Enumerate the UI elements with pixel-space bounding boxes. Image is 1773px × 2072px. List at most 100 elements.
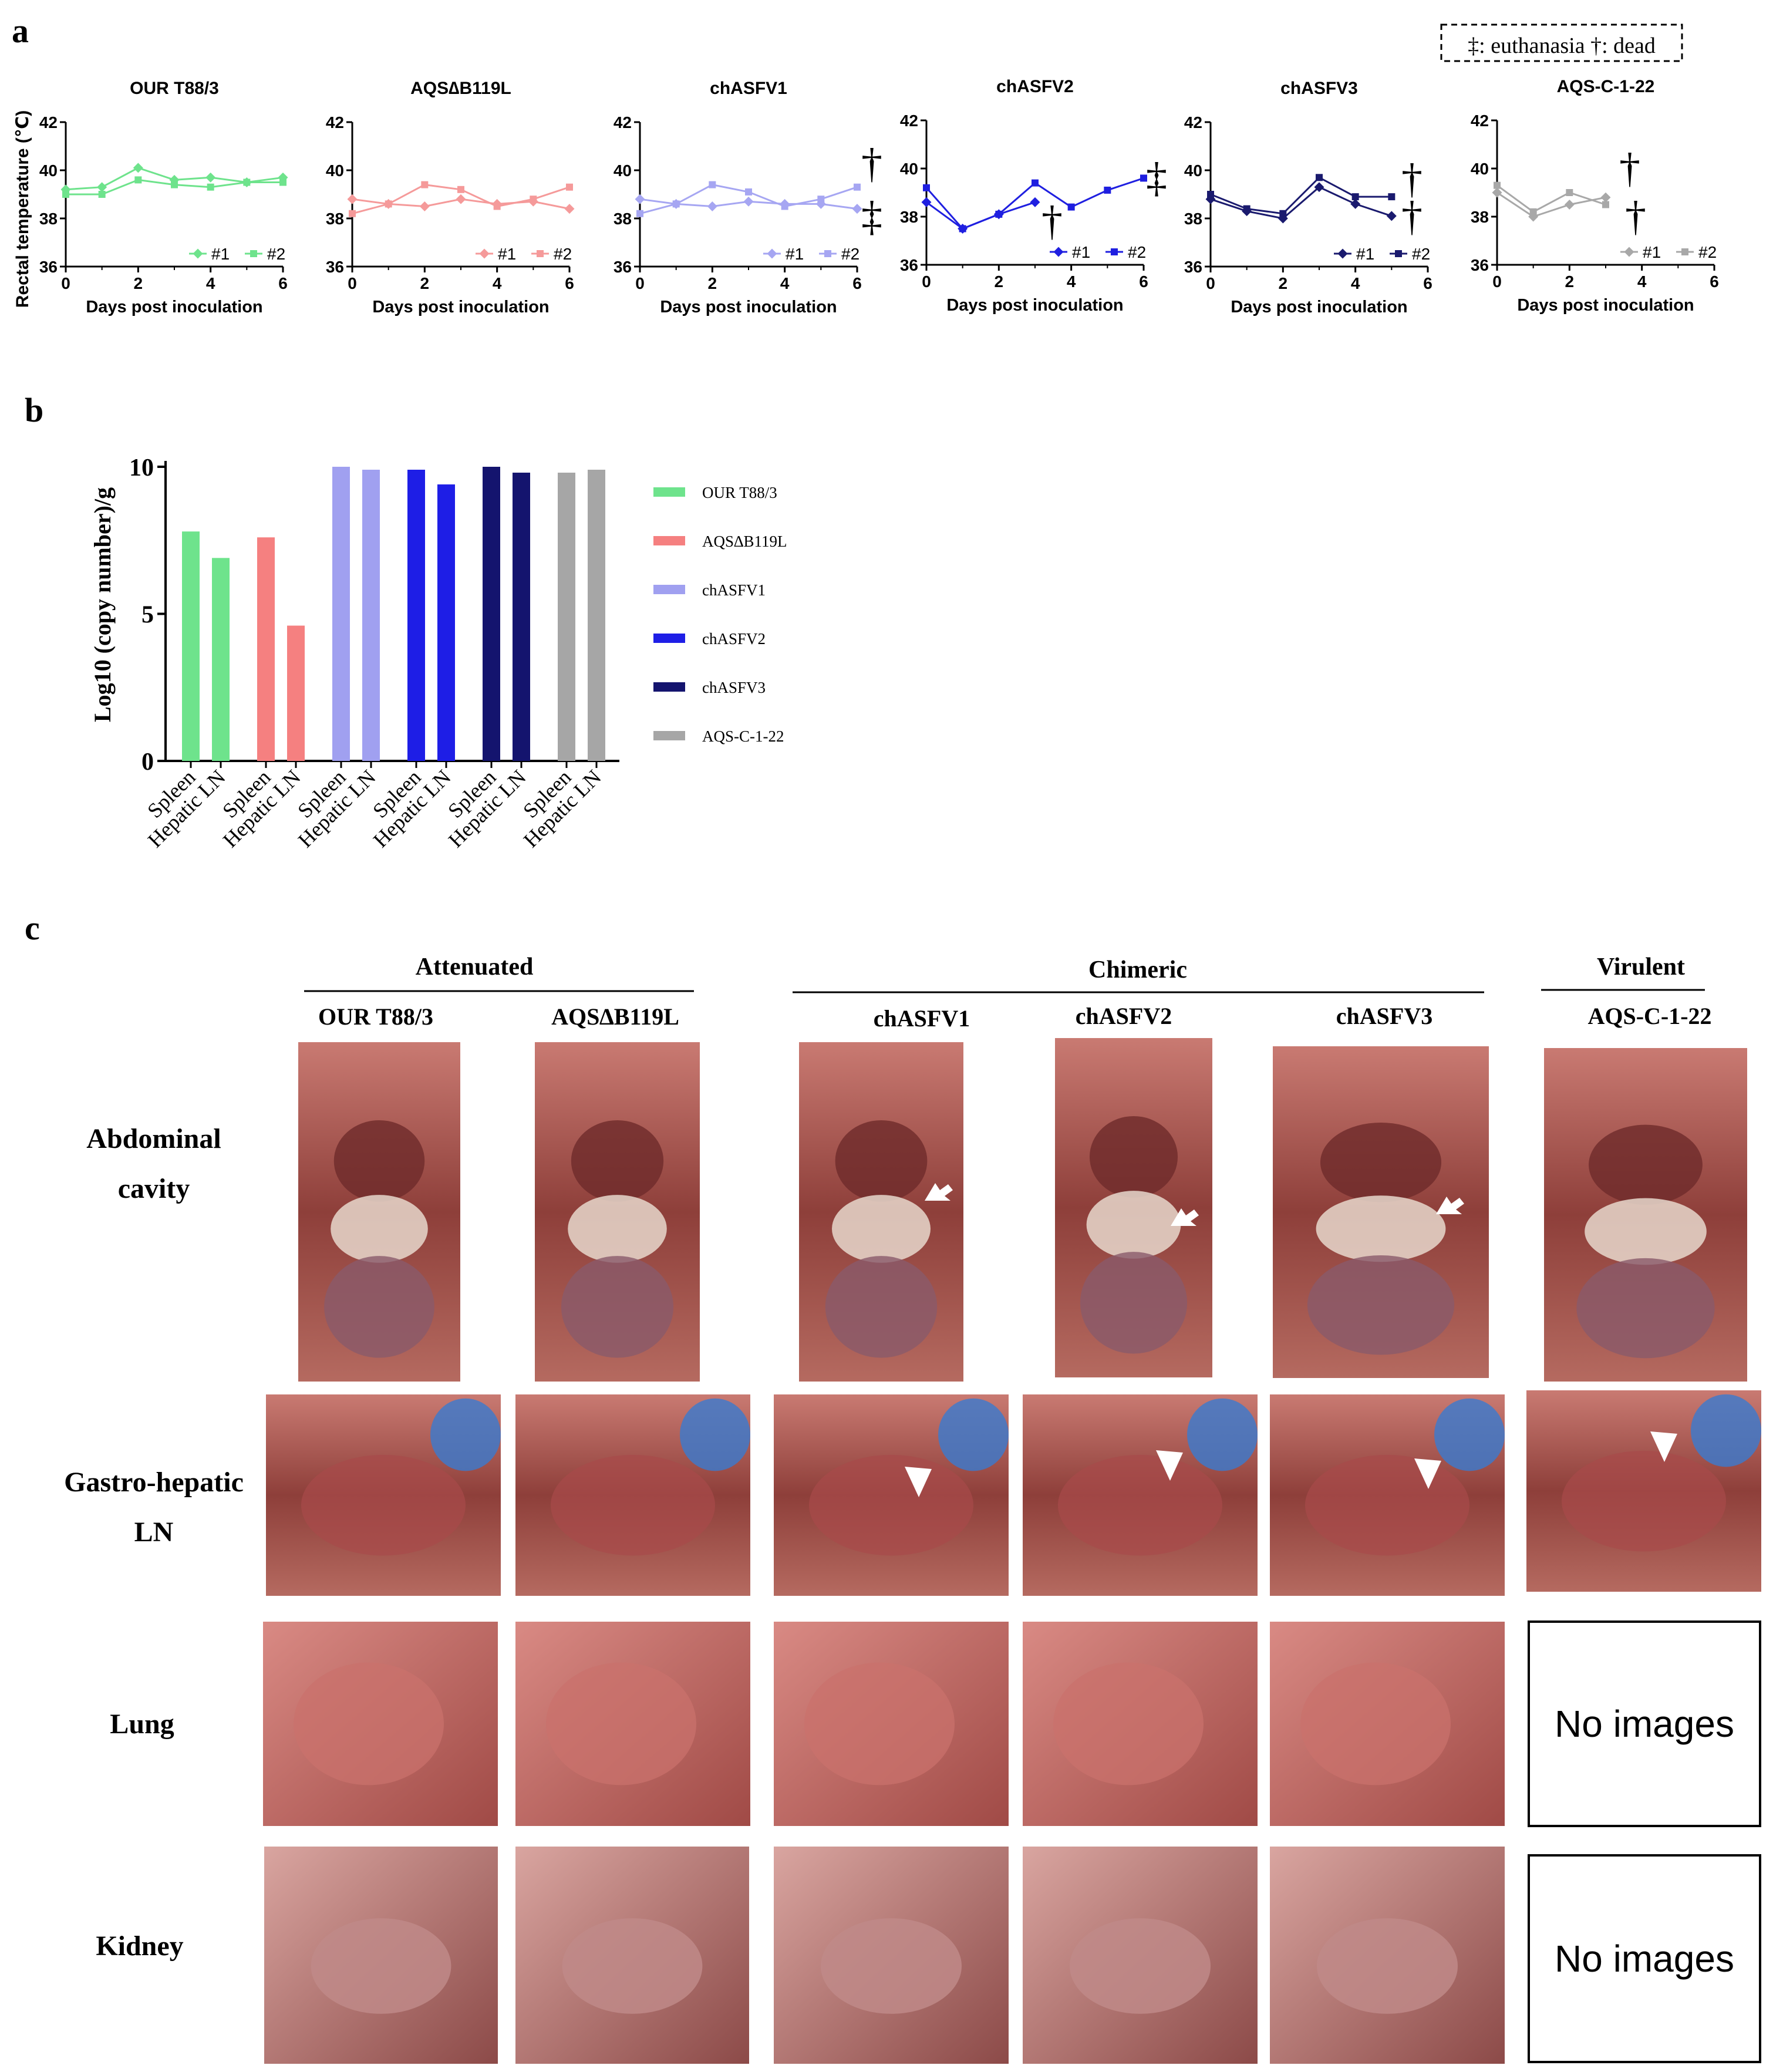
x-tick-label: 0 bbox=[61, 274, 70, 292]
y-tick-label: 40 bbox=[39, 161, 58, 180]
organ-shape bbox=[571, 1120, 664, 1202]
necropsy-photo bbox=[1270, 1622, 1505, 1826]
column-chasfv3: chASFV3 bbox=[1336, 1003, 1432, 1029]
line-chart-5: chASFV3 36 38 40 42 0 2 4 6 Days post inoculation… bbox=[1184, 79, 1432, 316]
y-tick-label: 38 bbox=[614, 210, 632, 228]
organ-shape bbox=[324, 1256, 434, 1358]
data-point bbox=[995, 210, 1003, 218]
organ-shape bbox=[1089, 1116, 1178, 1198]
panel-label-c: c bbox=[25, 909, 40, 947]
data-point bbox=[1279, 210, 1287, 217]
data-point bbox=[709, 181, 716, 188]
data-point bbox=[1243, 205, 1250, 213]
bar bbox=[588, 470, 605, 761]
data-point bbox=[1386, 211, 1397, 221]
white-arrowhead-icon bbox=[905, 1467, 932, 1497]
bar-legend-swatch bbox=[653, 487, 685, 497]
white-arrowhead-icon bbox=[1156, 1450, 1183, 1481]
data-point bbox=[421, 181, 429, 188]
x-tick-label: 2 bbox=[420, 274, 430, 292]
organ-shape bbox=[1300, 1662, 1451, 1785]
data-point bbox=[347, 194, 358, 204]
data-point bbox=[745, 188, 752, 196]
data-point bbox=[349, 210, 356, 217]
legend-label: #1 bbox=[786, 245, 804, 263]
data-point bbox=[1494, 181, 1501, 189]
x-tick-label: 6 bbox=[852, 274, 862, 292]
necropsy-photo bbox=[1270, 1847, 1505, 2064]
necropsy-photo bbox=[263, 1622, 498, 1826]
glove-shape bbox=[1691, 1394, 1761, 1467]
data-point bbox=[134, 176, 142, 184]
data-point bbox=[1140, 174, 1147, 182]
dead-mark-chasfv2: † bbox=[1041, 197, 1063, 244]
data-point bbox=[959, 225, 966, 233]
column-aqs-c-1-22: AQS-C-1-22 bbox=[1587, 1003, 1711, 1029]
bar-legend-swatch bbox=[653, 731, 685, 740]
euthanasia-mark-chasfv2: ‡ bbox=[1146, 154, 1167, 201]
y-tick-label: 40 bbox=[1184, 161, 1202, 180]
organ-shape bbox=[809, 1454, 973, 1556]
necropsy-photo bbox=[1544, 1048, 1747, 1382]
bar-y-tick-label: 10 bbox=[129, 454, 154, 481]
y-tick-label: 42 bbox=[1471, 112, 1489, 130]
necropsy-photo bbox=[774, 1394, 1009, 1596]
legend-label: #1 bbox=[211, 245, 230, 263]
dead-mark-chasfv1: † bbox=[861, 140, 882, 187]
organ-shape bbox=[804, 1662, 955, 1785]
data-point bbox=[133, 163, 143, 173]
legend-label: #2 bbox=[554, 245, 572, 263]
legend-label: #2 bbox=[267, 245, 285, 263]
legend-label: #1 bbox=[498, 245, 516, 263]
x-tick-label: 0 bbox=[1206, 274, 1215, 292]
organ-shape bbox=[1576, 1258, 1715, 1359]
data-point bbox=[1030, 197, 1040, 207]
data-point bbox=[530, 196, 537, 203]
x-axis-label: Days post inoculation bbox=[372, 298, 549, 316]
data-point bbox=[97, 182, 107, 193]
x-tick-label: 4 bbox=[493, 274, 502, 292]
bar bbox=[182, 531, 200, 761]
y-tick-label: 40 bbox=[1471, 160, 1489, 178]
y-tick-label: 38 bbox=[326, 210, 344, 228]
data-point bbox=[1316, 174, 1323, 181]
bar bbox=[212, 558, 230, 761]
legend-marker bbox=[193, 248, 203, 259]
legend-marker bbox=[1395, 250, 1402, 257]
legend-marker bbox=[1624, 247, 1634, 257]
data-point bbox=[419, 201, 430, 211]
x-tick-label: 6 bbox=[1139, 272, 1148, 291]
data-point bbox=[1351, 193, 1359, 201]
x-axis-label: Days post inoculation bbox=[946, 296, 1123, 315]
organ-shape bbox=[333, 1120, 425, 1202]
necropsy-photo bbox=[1526, 1390, 1761, 1592]
organ-shape bbox=[1305, 1454, 1469, 1556]
y-tick-label: 36 bbox=[326, 258, 344, 276]
data-point bbox=[1388, 193, 1396, 201]
necropsy-photo bbox=[515, 1394, 750, 1596]
bar-y-tick-label: 5 bbox=[141, 602, 154, 629]
bar bbox=[483, 467, 500, 761]
y-tick-label: 42 bbox=[1184, 113, 1202, 132]
necropsy-photo bbox=[535, 1042, 700, 1382]
data-point bbox=[207, 183, 214, 191]
necropsy-photo bbox=[1023, 1394, 1258, 1596]
y-tick-label: 42 bbox=[614, 113, 632, 132]
x-tick-label: 4 bbox=[1067, 272, 1076, 291]
x-axis-label: Days post inoculation bbox=[1517, 296, 1694, 315]
bar-legend: OUR T88/3 AQS∆B119L chASFV1 chASFV2 chASFV3 A… bbox=[653, 484, 787, 745]
data-point bbox=[923, 184, 930, 191]
necropsy-photo bbox=[799, 1042, 963, 1382]
x-tick-label: 6 bbox=[1423, 274, 1432, 292]
bar-legend-swatch bbox=[653, 536, 685, 545]
data-point bbox=[1529, 208, 1537, 215]
organ-shape bbox=[1080, 1252, 1188, 1354]
bar-y-tick-label: 0 bbox=[141, 749, 154, 776]
necropsy-photo bbox=[264, 1847, 498, 2064]
glove-shape bbox=[430, 1398, 501, 1471]
necropsy-photo-grid bbox=[263, 1038, 1761, 2064]
no-images-kidney-text: No images bbox=[1555, 1938, 1734, 1980]
x-tick-label: 6 bbox=[565, 274, 574, 292]
white-arrow-icon bbox=[925, 1183, 953, 1201]
